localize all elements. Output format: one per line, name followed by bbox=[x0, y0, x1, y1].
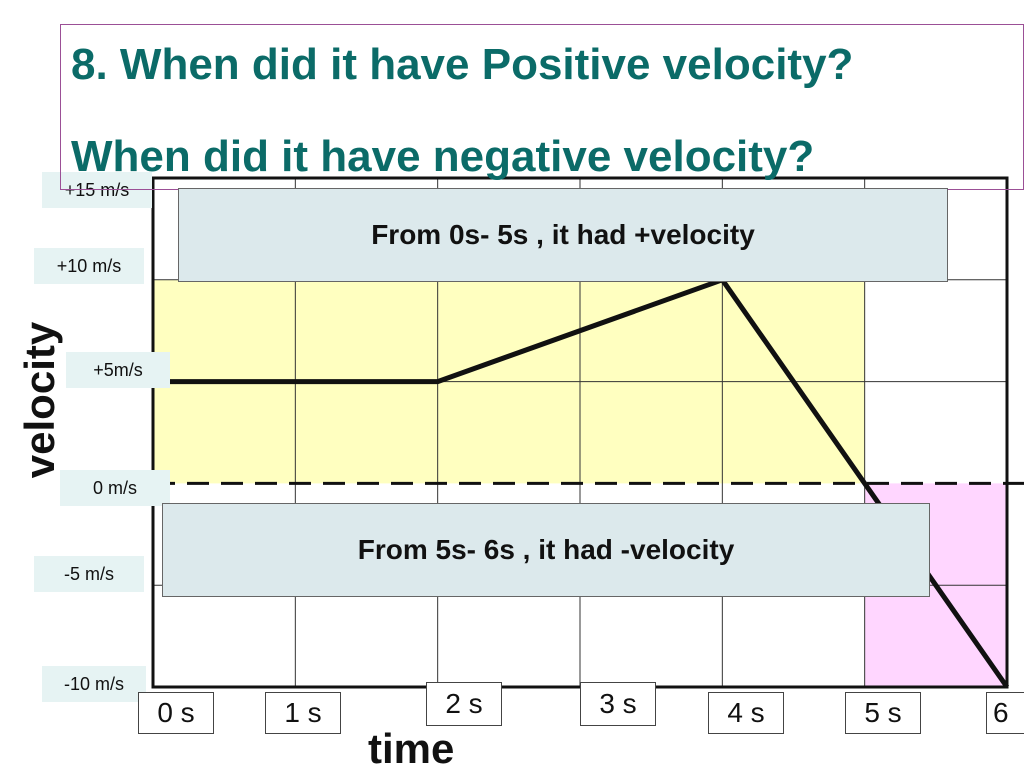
x-tick-label-1: 1 s bbox=[265, 692, 341, 734]
x-tick-label-6: 6 bbox=[986, 692, 1024, 734]
x-axis-title: time bbox=[368, 725, 455, 772]
x-tick-label-4: 4 s bbox=[708, 692, 784, 734]
y-tick-label-10: +10 m/s bbox=[34, 248, 144, 284]
y-tick-label-minus-5: -5 m/s bbox=[34, 556, 144, 592]
x-tick-label-5: 5 s bbox=[845, 692, 921, 734]
velocity-line-0 bbox=[153, 277, 1010, 689]
y-axis-title: velocity bbox=[16, 321, 63, 479]
question-box: 8. When did it have Positive velocity? W… bbox=[60, 24, 1024, 190]
y-tick-label-minus-10: -10 m/s bbox=[42, 666, 146, 702]
positive-velocity-callout: From 0s- 5s , it had +velocity bbox=[178, 188, 948, 282]
x-tick-label-2: 2 s bbox=[426, 682, 502, 726]
negative-velocity-callout: From 5s- 6s , it had -velocity bbox=[162, 503, 930, 597]
chart-subtitle: When did it have negative velocity? bbox=[71, 132, 815, 181]
x-tick-label-3: 3 s bbox=[580, 682, 656, 726]
velocity-series bbox=[153, 277, 1010, 689]
chart-title: 8. When did it have Positive velocity? bbox=[71, 40, 854, 89]
y-tick-label-5: +5m/s bbox=[66, 352, 170, 388]
y-tick-label-0: 0 m/s bbox=[60, 470, 170, 506]
x-tick-label-0: 0 s bbox=[138, 692, 214, 734]
